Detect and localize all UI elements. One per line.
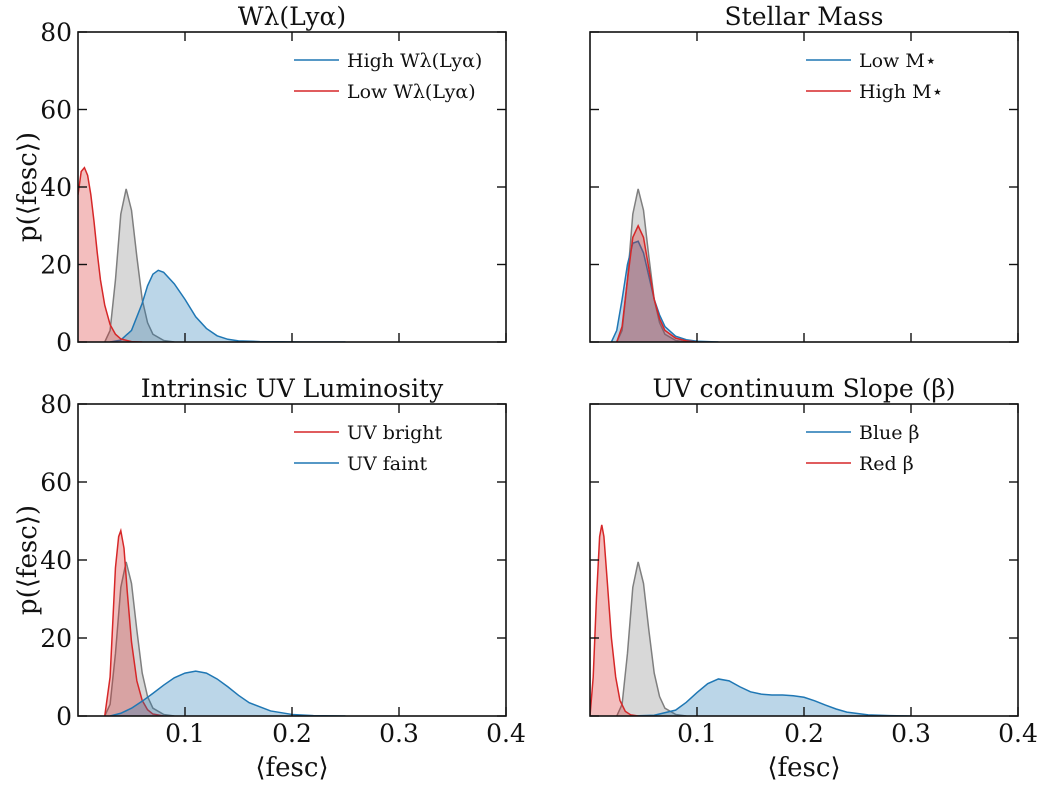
legend-entry: High Wλ(Lyα): [294, 50, 482, 72]
panel-4: 0.1 0.2 0.3 0.4 UV continuum Slope (β) ⟨fesc⟩…: [589, 374, 1038, 783]
panel-1: 0 20 40 60 80 Wλ(Lyα) p(⟨fesc⟩) High Wλ(Lyα) Low…: [13, 2, 507, 357]
line-uv-bright: [104, 527, 164, 716]
x-tick-label: 0.1: [677, 719, 717, 748]
x-axis-label: ⟨fesc⟩: [255, 753, 328, 783]
y-tick-label: 60: [40, 96, 72, 125]
legend-label: UV faint: [347, 453, 427, 475]
area-red-: [590, 524, 639, 716]
line-reference-gray: [616, 561, 687, 716]
area-uv-bright: [104, 530, 164, 716]
x-axis-label: ⟨fesc⟩: [767, 753, 840, 783]
line-blue-: [632, 678, 912, 716]
legend-entry: High M⋆: [806, 81, 943, 103]
panel-3: 0 20 40 60 80 0.1 0.2 0.3 0.4 Intrinsic UV Lumino…: [13, 374, 526, 783]
area-reference-gray: [616, 561, 687, 716]
x-tick-label: 0.4: [486, 719, 526, 748]
panel-2: Stellar Mass Low M⋆ High M⋆: [589, 2, 1019, 343]
area-low-m-: [611, 241, 719, 342]
legend-entry: Blue β: [806, 422, 920, 444]
area-reference-gray: [104, 561, 175, 716]
x-tick-label: 0.2: [272, 719, 312, 748]
x-tick-label: 0.3: [891, 719, 931, 748]
legend-label: Blue β: [859, 422, 920, 444]
line-low-w-ly-: [78, 166, 143, 342]
legend-label: Red β: [859, 453, 914, 475]
y-axis-label: p(⟨fesc⟩): [13, 132, 43, 242]
legend-label: Low Wλ(Lyα): [347, 81, 476, 103]
legend-entry: Low M⋆: [806, 50, 937, 72]
y-tick-label: 60: [40, 468, 72, 497]
line-red-: [590, 524, 639, 716]
panel-title: Stellar Mass: [725, 2, 884, 31]
legend-label: UV bright: [347, 422, 442, 444]
y-tick-label: 40: [40, 546, 72, 575]
x-tick-label: 0.2: [784, 719, 824, 748]
area-reference-gray: [616, 188, 687, 342]
x-tick-label: 0.3: [379, 719, 419, 748]
x-tick-label: 0.1: [165, 719, 205, 748]
panel-title: Intrinsic UV Luminosity: [141, 374, 444, 403]
line-high-m-: [616, 223, 698, 342]
legend-entry: Red β: [806, 453, 914, 475]
legend-label: High M⋆: [859, 81, 943, 103]
panel-title: UV continuum Slope (β): [652, 374, 955, 403]
y-tick-label: 80: [40, 18, 72, 47]
y-tick-label: 80: [40, 390, 72, 419]
x-tick-label: 0.4: [998, 719, 1038, 748]
legend-label: High Wλ(Lyα): [347, 50, 482, 72]
legend-entry: UV faint: [294, 453, 427, 475]
line-uv-faint: [109, 670, 346, 716]
line-reference-gray: [104, 561, 175, 716]
y-tick-label: 20: [40, 624, 72, 653]
area-high-m-: [616, 225, 697, 342]
y-tick-label: 0: [56, 702, 72, 731]
line-low-m-: [610, 240, 719, 342]
panel-title: Wλ(Lyα): [238, 2, 346, 31]
y-tick-label: 40: [40, 173, 72, 202]
legend-label: Low M⋆: [859, 50, 937, 72]
area-low-w-ly-: [78, 167, 143, 342]
area-high-w-ly-: [110, 270, 346, 342]
legend-entry: UV bright: [294, 422, 442, 444]
area-reference-gray: [104, 188, 175, 342]
legend-entry: Low Wλ(Lyα): [294, 81, 476, 103]
y-tick-label: 0: [56, 328, 72, 357]
y-tick-label: 20: [40, 251, 72, 280]
line-reference-gray: [104, 188, 175, 342]
y-axis-label: p(⟨fesc⟩): [13, 505, 43, 615]
